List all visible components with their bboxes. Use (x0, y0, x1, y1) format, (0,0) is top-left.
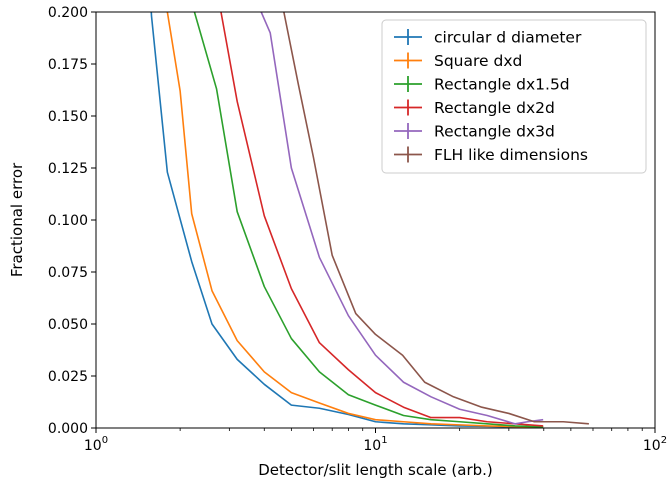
legend: circular d diameter Square dxd Rectangle d… (381, 19, 647, 174)
y-tick-label: 0.100 (48, 213, 88, 229)
y-tick-label: 0.175 (48, 57, 88, 73)
series-layer (150, 12, 589, 428)
y-tick-label: 0.150 (48, 109, 88, 125)
legend-label-6: FLH like dimensions (434, 146, 588, 164)
y-tick-label: 0.000 (48, 421, 88, 437)
series-line-3 (193, 12, 544, 428)
series-line-6 (283, 12, 589, 425)
y-tick-label: 0.050 (48, 317, 88, 333)
x-tick-label: 101 (363, 435, 387, 454)
series-line-1 (150, 12, 544, 428)
x-tick-label: 100 (84, 435, 108, 454)
y-tick-label: 0.025 (48, 369, 88, 385)
series-line-5 (260, 12, 544, 425)
y-tick-label: 0.075 (48, 265, 88, 281)
x-axis-title: Detector/slit length scale (arb.) (258, 461, 493, 479)
series-line-2 (166, 12, 544, 428)
plot-frame (95, 11, 656, 429)
x-tick-label: 102 (643, 435, 667, 454)
y-axis-title: Fractional error (8, 162, 26, 277)
legend-label-3: Rectangle dx1.5d (434, 76, 570, 94)
legend-label-5: Rectangle dx3d (434, 123, 555, 141)
y-tick-label: 0.200 (48, 5, 88, 21)
series-line-4 (220, 12, 544, 427)
legend-label-4: Rectangle dx2d (434, 99, 555, 117)
y-tick-label: 0.125 (48, 161, 88, 177)
ticks-layer: 0.000 0.025 0.050 0.075 0.100 0.125 0.150 0.175… (48, 5, 667, 454)
legend-box (381, 19, 647, 174)
legend-label-1: circular d diameter (434, 29, 582, 47)
legend-label-2: Square dxd (434, 52, 522, 70)
